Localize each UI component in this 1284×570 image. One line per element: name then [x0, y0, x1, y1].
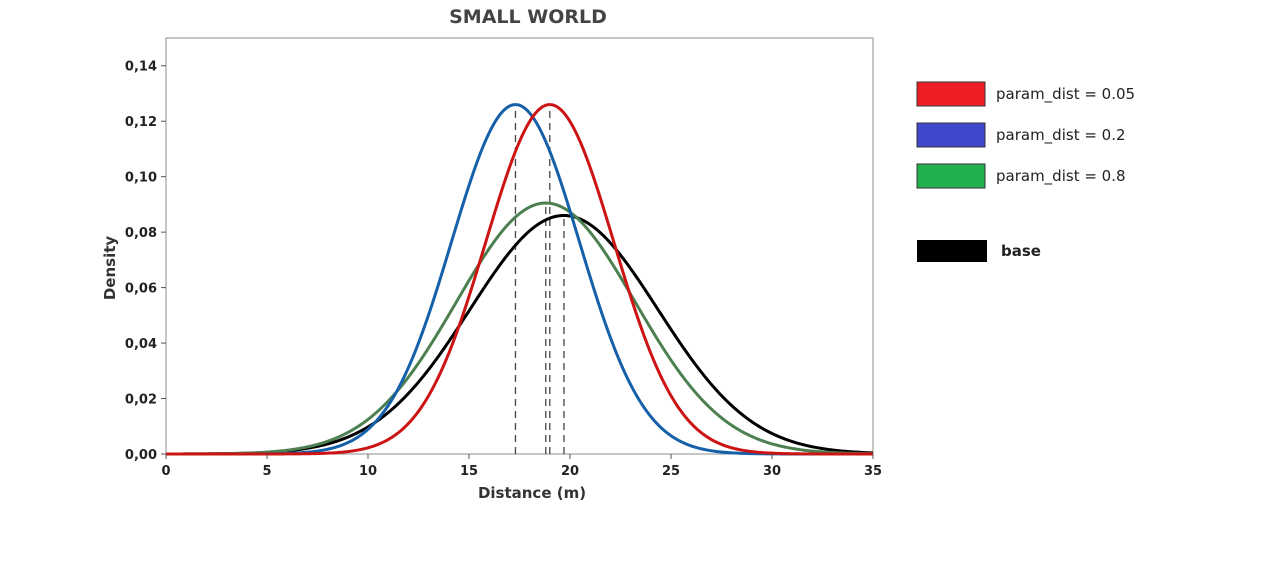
- y-tick-label: 0,02: [125, 393, 157, 408]
- x-tick-label: 5: [262, 464, 271, 479]
- y-tick-label: 0,12: [125, 115, 157, 130]
- legend-label: base: [1001, 242, 1041, 260]
- series-line-3: [166, 213, 874, 456]
- x-tick-label: 35: [864, 464, 882, 479]
- legend-swatch: [916, 81, 986, 107]
- legend-label: param_dist = 0.05: [996, 85, 1135, 104]
- x-tick-label: 30: [763, 464, 781, 479]
- y-tick-label: 0,00: [125, 448, 157, 463]
- x-tick-label: 15: [460, 464, 478, 479]
- y-tick-label: 0,14: [125, 60, 157, 75]
- chart-title: SMALL WORLD: [449, 6, 607, 28]
- series-line-0: [166, 103, 873, 456]
- y-tick-label: 0,06: [125, 282, 157, 297]
- x-tick-label: 25: [662, 464, 680, 479]
- plot-frame: [165, 37, 874, 455]
- series-line-1: [166, 103, 873, 456]
- x-tick-label: 10: [359, 464, 377, 479]
- y-tick-label: 0,10: [125, 171, 157, 186]
- legend-swatch: [916, 122, 986, 148]
- x-axis-title: Distance (m): [478, 484, 586, 502]
- legend-swatch: [917, 240, 987, 262]
- series-line-2: [166, 201, 874, 456]
- y-tick-label: 0,08: [125, 226, 157, 241]
- y-axis-title: Density: [101, 236, 119, 301]
- y-tick-label: 0,04: [125, 337, 157, 352]
- x-tick-label: 0: [161, 464, 170, 479]
- legend-label: param_dist = 0.8: [996, 167, 1126, 186]
- x-tick-label: 20: [561, 464, 579, 479]
- legend-label: param_dist = 0.2: [996, 126, 1126, 145]
- legend: param_dist = 0.05 param_dist = 0.2 param_d…: [916, 81, 1135, 262]
- legend-swatch: [916, 163, 986, 189]
